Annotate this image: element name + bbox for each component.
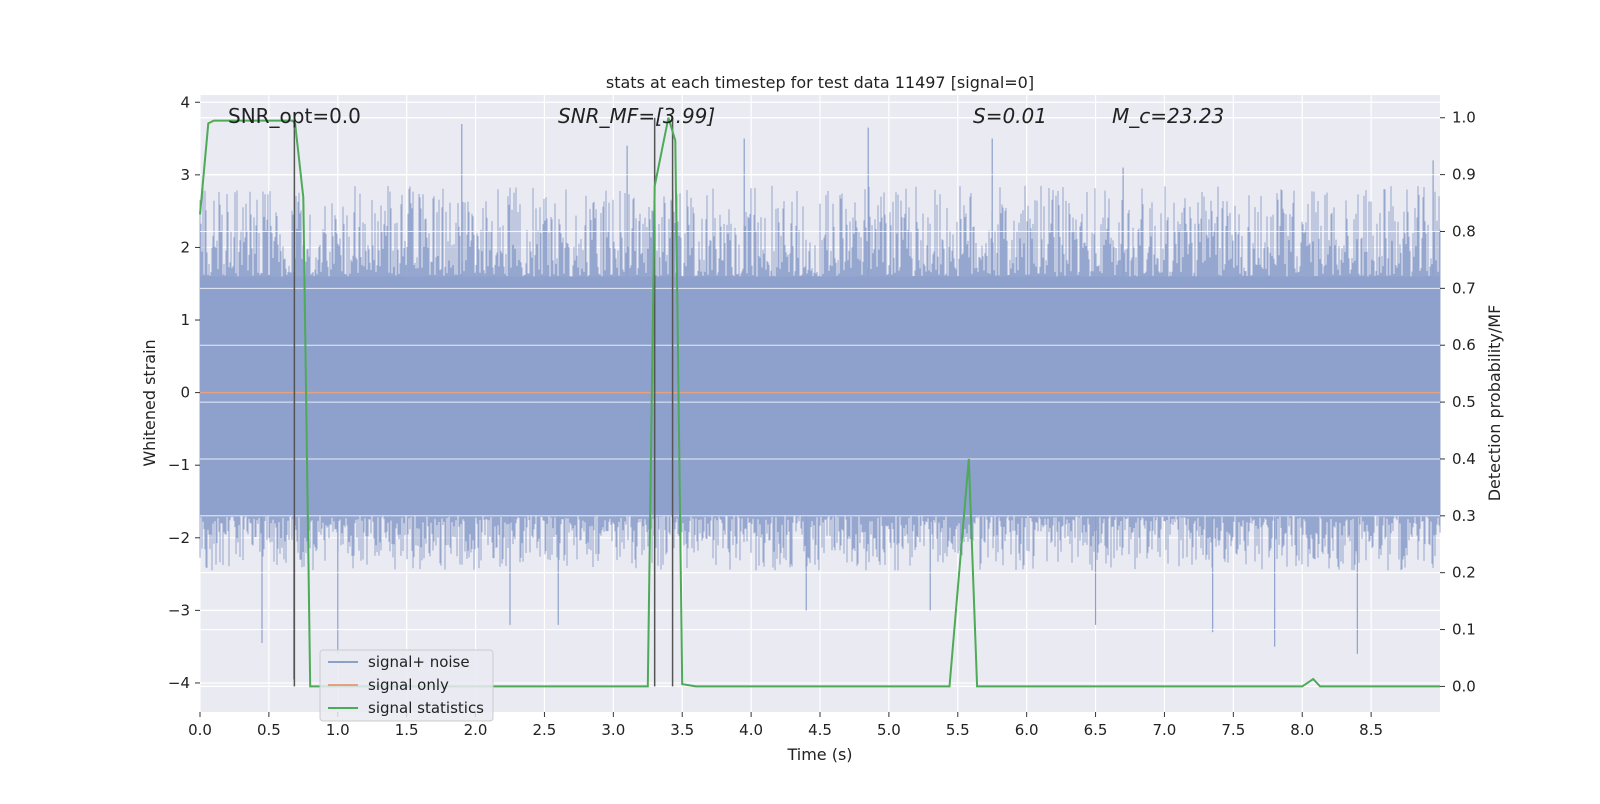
y-tick-label: 0 <box>180 384 190 402</box>
annotation-mc: M_c=23.23 <box>1112 104 1224 128</box>
annotation-s: S=0.01 <box>973 104 1047 128</box>
y2-tick-label: 0.3 <box>1452 507 1476 525</box>
x-tick-label: 7.0 <box>1153 721 1177 739</box>
noise-trace <box>199 185 1441 571</box>
signal-statistics-line <box>199 117 1440 688</box>
noise-series <box>199 117 1441 687</box>
x-tick-label: 5.0 <box>877 721 901 739</box>
y-axis-label: Whitened strain <box>140 339 159 466</box>
y-tick-label: 1 <box>180 311 190 329</box>
y2-tick-label: 0.2 <box>1452 564 1476 582</box>
x-tick-label: 6.5 <box>1084 721 1108 739</box>
x-tick-label: 1.5 <box>395 721 419 739</box>
y-tick-label: −2 <box>168 529 190 547</box>
x-tick-label: 8.0 <box>1290 721 1314 739</box>
x-axis-label: Time (s) <box>786 745 852 764</box>
x-tick-label: 4.0 <box>739 721 763 739</box>
legend-label-signal: signal only <box>368 676 449 694</box>
x-tick-label: 6.0 <box>1015 721 1039 739</box>
y2-tick-label: 0.1 <box>1452 621 1476 639</box>
legend-box <box>319 649 494 722</box>
y-tick-label: −4 <box>168 674 190 692</box>
x-tick-label: 4.5 <box>808 721 832 739</box>
y2-axis-label: Detection probability/MF <box>1485 305 1504 502</box>
y-tick-label: −3 <box>168 601 190 619</box>
y-tick-label: 2 <box>180 238 190 256</box>
x-tick-label: 5.5 <box>946 721 970 739</box>
y2-tick-label: 0.6 <box>1452 336 1476 354</box>
y2-tick-label: 0.4 <box>1452 450 1476 468</box>
y2-tick-label: 0.9 <box>1452 166 1476 184</box>
annotation-snr-mf: SNR_MF=[3.99] <box>558 104 715 128</box>
axis-ticks: 0.0 0.5 1.0 1.5 2.0 2.5 3.0 3.5 4.0 4.5 5.0 5.5 6.0 6… <box>168 93 1476 739</box>
x-tick-label: 3.5 <box>670 721 694 739</box>
x-tick-label: 0.0 <box>188 721 212 739</box>
y2-tick-label: 0.5 <box>1452 393 1476 411</box>
x-tick-label: 3.0 <box>601 721 625 739</box>
annotation-snr-opt: SNR_opt=0.0 <box>228 104 361 128</box>
y-tick-label: 4 <box>180 93 190 111</box>
legend-label-noise: signal+ noise <box>368 653 470 671</box>
y2-tick-label: 0.8 <box>1452 222 1476 240</box>
y-tick-label: −1 <box>168 456 190 474</box>
x-tick-label: 8.5 <box>1359 721 1383 739</box>
y2-tick-label: 0.7 <box>1452 279 1476 297</box>
legend-label-stats: signal statistics <box>368 699 484 717</box>
y2-tick-label: 0.0 <box>1452 677 1476 695</box>
x-tick-label: 0.5 <box>257 721 281 739</box>
x-tick-label: 2.0 <box>464 721 488 739</box>
line-series <box>0 0 1600 688</box>
x-tick-label: 2.5 <box>533 721 557 739</box>
chart-title: stats at each timestep for test data 114… <box>606 73 1034 92</box>
y2-tick-label: 1.0 <box>1452 109 1476 127</box>
top-mask <box>0 0 1600 95</box>
y-tick-label: 3 <box>180 166 190 184</box>
x-tick-label: 1.0 <box>326 721 350 739</box>
x-tick-label: 7.5 <box>1221 721 1245 739</box>
legend: signal+ noise signal only signal statist… <box>319 649 494 722</box>
